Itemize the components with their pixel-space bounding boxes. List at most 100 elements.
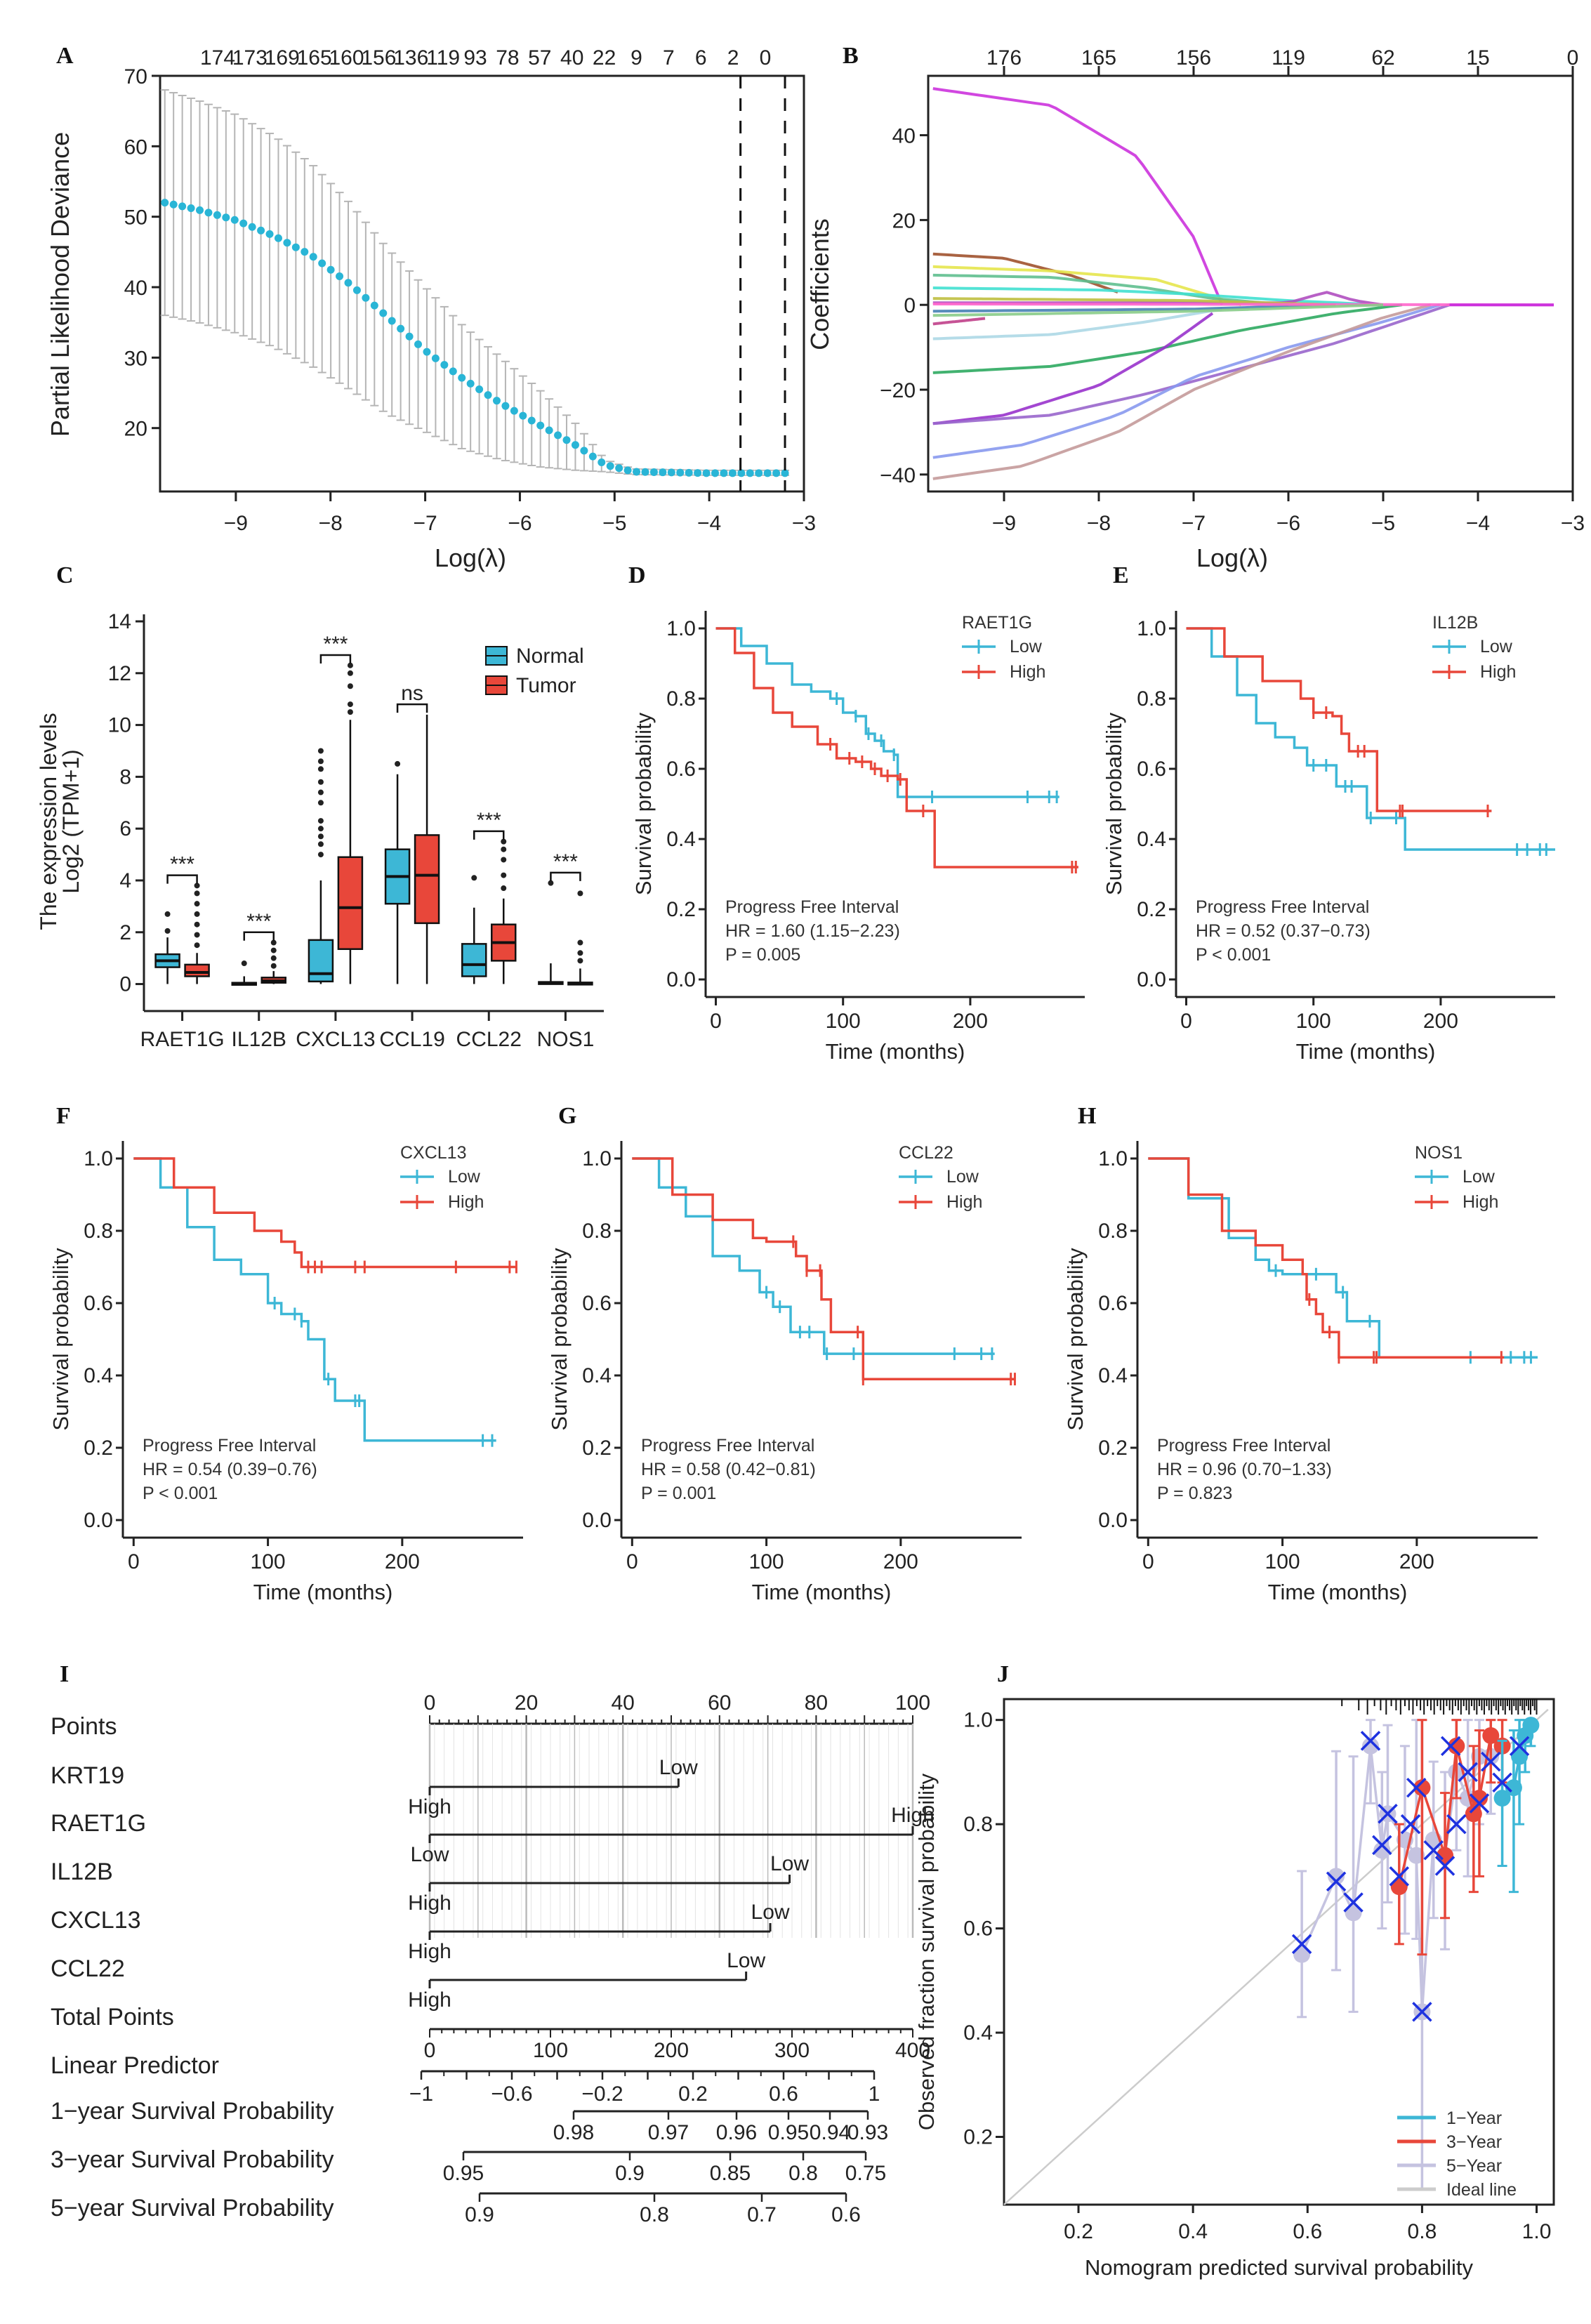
c-outlier <box>471 875 477 881</box>
a-cv-point <box>755 469 763 477</box>
c-legend-label: Normal <box>516 645 584 668</box>
j-series-point <box>1505 1779 1522 1797</box>
a-cv-point <box>641 468 649 476</box>
km-xtick-label: 0 <box>128 1550 140 1573</box>
a-cv-point <box>169 200 178 209</box>
j-x-mark <box>1481 1751 1501 1772</box>
survival-prob-label: 0.75 <box>845 2162 886 2185</box>
km-xtick-label: 0 <box>1142 1550 1154 1573</box>
j-ytick-label: 0.4 <box>963 2021 993 2045</box>
km-xtick-label: 200 <box>1399 1550 1434 1573</box>
j-xtick-label: 1.0 <box>1522 2220 1552 2243</box>
c-outlier <box>241 960 247 967</box>
nomogram-level-label: Low <box>751 1901 790 1924</box>
c-outlier <box>577 890 583 897</box>
a-cv-point <box>204 209 213 217</box>
a-cv-point <box>763 469 772 477</box>
c-outlier <box>347 683 353 689</box>
km-legend-label: High <box>1463 1192 1498 1212</box>
km-ytick-label: 0.6 <box>84 1292 113 1315</box>
j-ytick-label: 0.8 <box>963 1813 993 1836</box>
b-xtick-label: −9 <box>992 512 1016 535</box>
b-coef-line <box>932 297 1336 307</box>
panel-g-km-plot: 0.0 0.2 0.4 0.6 0.8 1.0 0 100 200 Time (months) Su… <box>547 1141 1022 1604</box>
b-top-label: 165 <box>1081 46 1116 70</box>
a-top-label: 7 <box>663 46 675 70</box>
km-annotation: HR = 1.60 (1.15−2.23) <box>725 921 900 941</box>
km-ytick-label: 0.4 <box>666 828 696 851</box>
km-ytick-label: 0.2 <box>84 1437 113 1460</box>
j-xlabel: Nomogram predicted survival probability <box>1085 2255 1474 2280</box>
km-annotation: P = 0.001 <box>641 1484 716 1503</box>
c-outlier <box>164 911 171 917</box>
panel-label-b: B <box>843 43 859 69</box>
b-top-label: 15 <box>1466 46 1489 70</box>
a-cv-point <box>633 468 641 476</box>
c-ytick-label: 2 <box>119 921 131 944</box>
a-cv-point <box>458 374 466 382</box>
survival-prob-label: 0.95 <box>768 2121 809 2144</box>
a-cv-point <box>423 348 431 356</box>
c-sig-bracket <box>166 874 198 884</box>
km-ytick-label: 0.4 <box>84 1364 113 1387</box>
j-series-point <box>1293 1946 1311 1963</box>
survival-prob-label: 0.93 <box>847 2121 888 2144</box>
a-ytick-label: 40 <box>124 277 147 300</box>
km-xtick-label: 0 <box>1180 1010 1192 1033</box>
km-ytick-label: 0.0 <box>1137 968 1166 991</box>
a-cv-point <box>309 253 317 261</box>
b-ytick-label: 0 <box>904 294 916 317</box>
j-x-mark <box>1412 2002 1432 2022</box>
j-x-mark <box>1469 1793 1490 1814</box>
c-outlier <box>501 838 507 845</box>
nomogram-level-label: High <box>891 1804 935 1827</box>
c-outlier <box>317 826 324 832</box>
b-coef-line <box>932 312 1214 425</box>
c-sig-label: *** <box>170 853 194 876</box>
c-outlier <box>270 947 277 953</box>
a-top-label: 156 <box>361 46 396 70</box>
c-ytick-label: 8 <box>119 765 131 788</box>
j-xtick-label: 0.2 <box>1064 2220 1093 2243</box>
km-ytick-label: 0.4 <box>1098 1364 1128 1387</box>
panel-label-a: A <box>56 43 74 69</box>
a-cv-point <box>466 379 475 388</box>
km-ytick-label: 0.0 <box>84 1509 113 1532</box>
b-coef-line <box>932 303 1441 459</box>
survival-prob-label: 0.9 <box>615 2162 645 2185</box>
c-sig-bracket <box>473 830 505 840</box>
km-ylabel: Survival probability <box>1102 712 1126 895</box>
survival-prob-label: 0.94 <box>810 2121 850 2144</box>
a-ytick-label: 60 <box>124 136 147 159</box>
nomogram-level-label: Low <box>659 1756 698 1779</box>
b-xtick-label: −5 <box>1371 512 1395 535</box>
survival-prob-label: 0.8 <box>788 2162 818 2185</box>
j-series-point <box>1482 1727 1500 1744</box>
a-ylabel: Partial Likelihood Deviance <box>46 132 74 437</box>
c-outlier <box>347 662 353 668</box>
km-legend-title: CXCL13 <box>400 1143 467 1163</box>
km-ylabel: Survival probability <box>48 1248 73 1431</box>
a-top-label: 165 <box>297 46 332 70</box>
km-xlabel: Time (months) <box>1268 1580 1408 1604</box>
a-xtick-label: −7 <box>413 512 437 535</box>
a-cv-point <box>414 340 423 348</box>
b-coef-line <box>932 303 1451 425</box>
a-cv-point <box>370 301 378 310</box>
j-x-mark <box>1458 1762 1478 1783</box>
km-ytick-label: 1.0 <box>84 1147 113 1170</box>
km-ytick-label: 0.2 <box>582 1437 612 1460</box>
km-xtick-label: 0 <box>710 1010 722 1033</box>
nomogram-row-label: 3−year Survival Probability <box>51 2146 334 2173</box>
km-ytick-label: 1.0 <box>1137 617 1166 640</box>
a-cv-point <box>571 441 579 449</box>
b-plot-frame <box>927 74 1574 493</box>
a-top-label: 173 <box>232 46 268 70</box>
c-outlier <box>317 758 324 765</box>
a-cv-point <box>274 234 282 242</box>
panel-label-f: F <box>56 1103 71 1129</box>
a-cv-point <box>554 431 562 440</box>
survival-prob-label: 0.98 <box>553 2121 594 2144</box>
a-cv-point <box>685 468 693 477</box>
j-series-point <box>1437 1847 1454 1864</box>
